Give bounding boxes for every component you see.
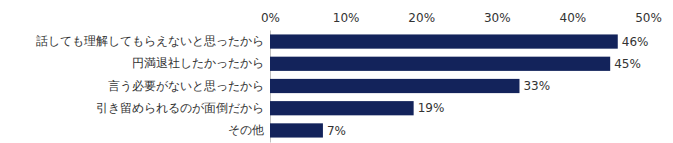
y-tick-label: 話しても理解してもらえないと思ったから bbox=[36, 34, 264, 48]
y-tick-label: 円満退社したかったから bbox=[132, 56, 264, 70]
data-labels: 46% 45% 33% 19% 7% bbox=[327, 35, 649, 138]
x-tick: 0% bbox=[261, 11, 280, 30]
y-tick-label: 引き留められるのが面倒だから bbox=[96, 101, 264, 115]
y-tick: 話しても理解してもらえないと思ったから bbox=[36, 34, 270, 48]
bars bbox=[270, 34, 618, 137]
bar bbox=[270, 123, 323, 137]
data-label: 19% bbox=[418, 101, 445, 115]
x-axis: 0% 10% 20% 30% 40% 50% bbox=[261, 11, 662, 31]
x-tick-label: 20% bbox=[408, 11, 435, 25]
data-label: 45% bbox=[614, 57, 641, 71]
data-label: 7% bbox=[327, 124, 346, 138]
x-tick: 10% bbox=[333, 11, 360, 30]
y-tick: 円満退社したかったから bbox=[132, 56, 270, 70]
y-tick: 言う必要がないと思ったから bbox=[108, 79, 270, 93]
bar bbox=[270, 101, 414, 115]
y-tick-label: その他 bbox=[228, 123, 264, 137]
y-tick: 引き留められるのが面倒だから bbox=[96, 101, 270, 115]
bar bbox=[270, 57, 610, 71]
y-axis: 話しても理解してもらえないと思ったから円満退社したかったから言う必要がないと思っ… bbox=[36, 31, 271, 143]
x-axis-line bbox=[271, 30, 649, 31]
x-tick: 20% bbox=[408, 11, 435, 30]
y-tick: その他 bbox=[228, 123, 270, 137]
x-tick-label: 0% bbox=[261, 11, 280, 25]
chart: 0% 10% 20% 30% 40% 50% 話しても理解してもらえないと思ったから円満退社… bbox=[0, 0, 673, 143]
x-tick-label: 40% bbox=[560, 11, 587, 25]
x-tick: 40% bbox=[560, 11, 587, 30]
bar bbox=[270, 79, 519, 93]
data-label: 33% bbox=[523, 79, 550, 93]
x-tick-label: 10% bbox=[333, 11, 360, 25]
y-tick-label: 言う必要がないと思ったから bbox=[108, 79, 264, 93]
data-label: 46% bbox=[622, 35, 649, 49]
bar bbox=[270, 34, 618, 48]
x-tick: 30% bbox=[484, 11, 511, 30]
x-tick-label: 50% bbox=[635, 11, 662, 25]
x-tick: 50% bbox=[635, 11, 662, 30]
x-tick-label: 30% bbox=[484, 11, 511, 25]
